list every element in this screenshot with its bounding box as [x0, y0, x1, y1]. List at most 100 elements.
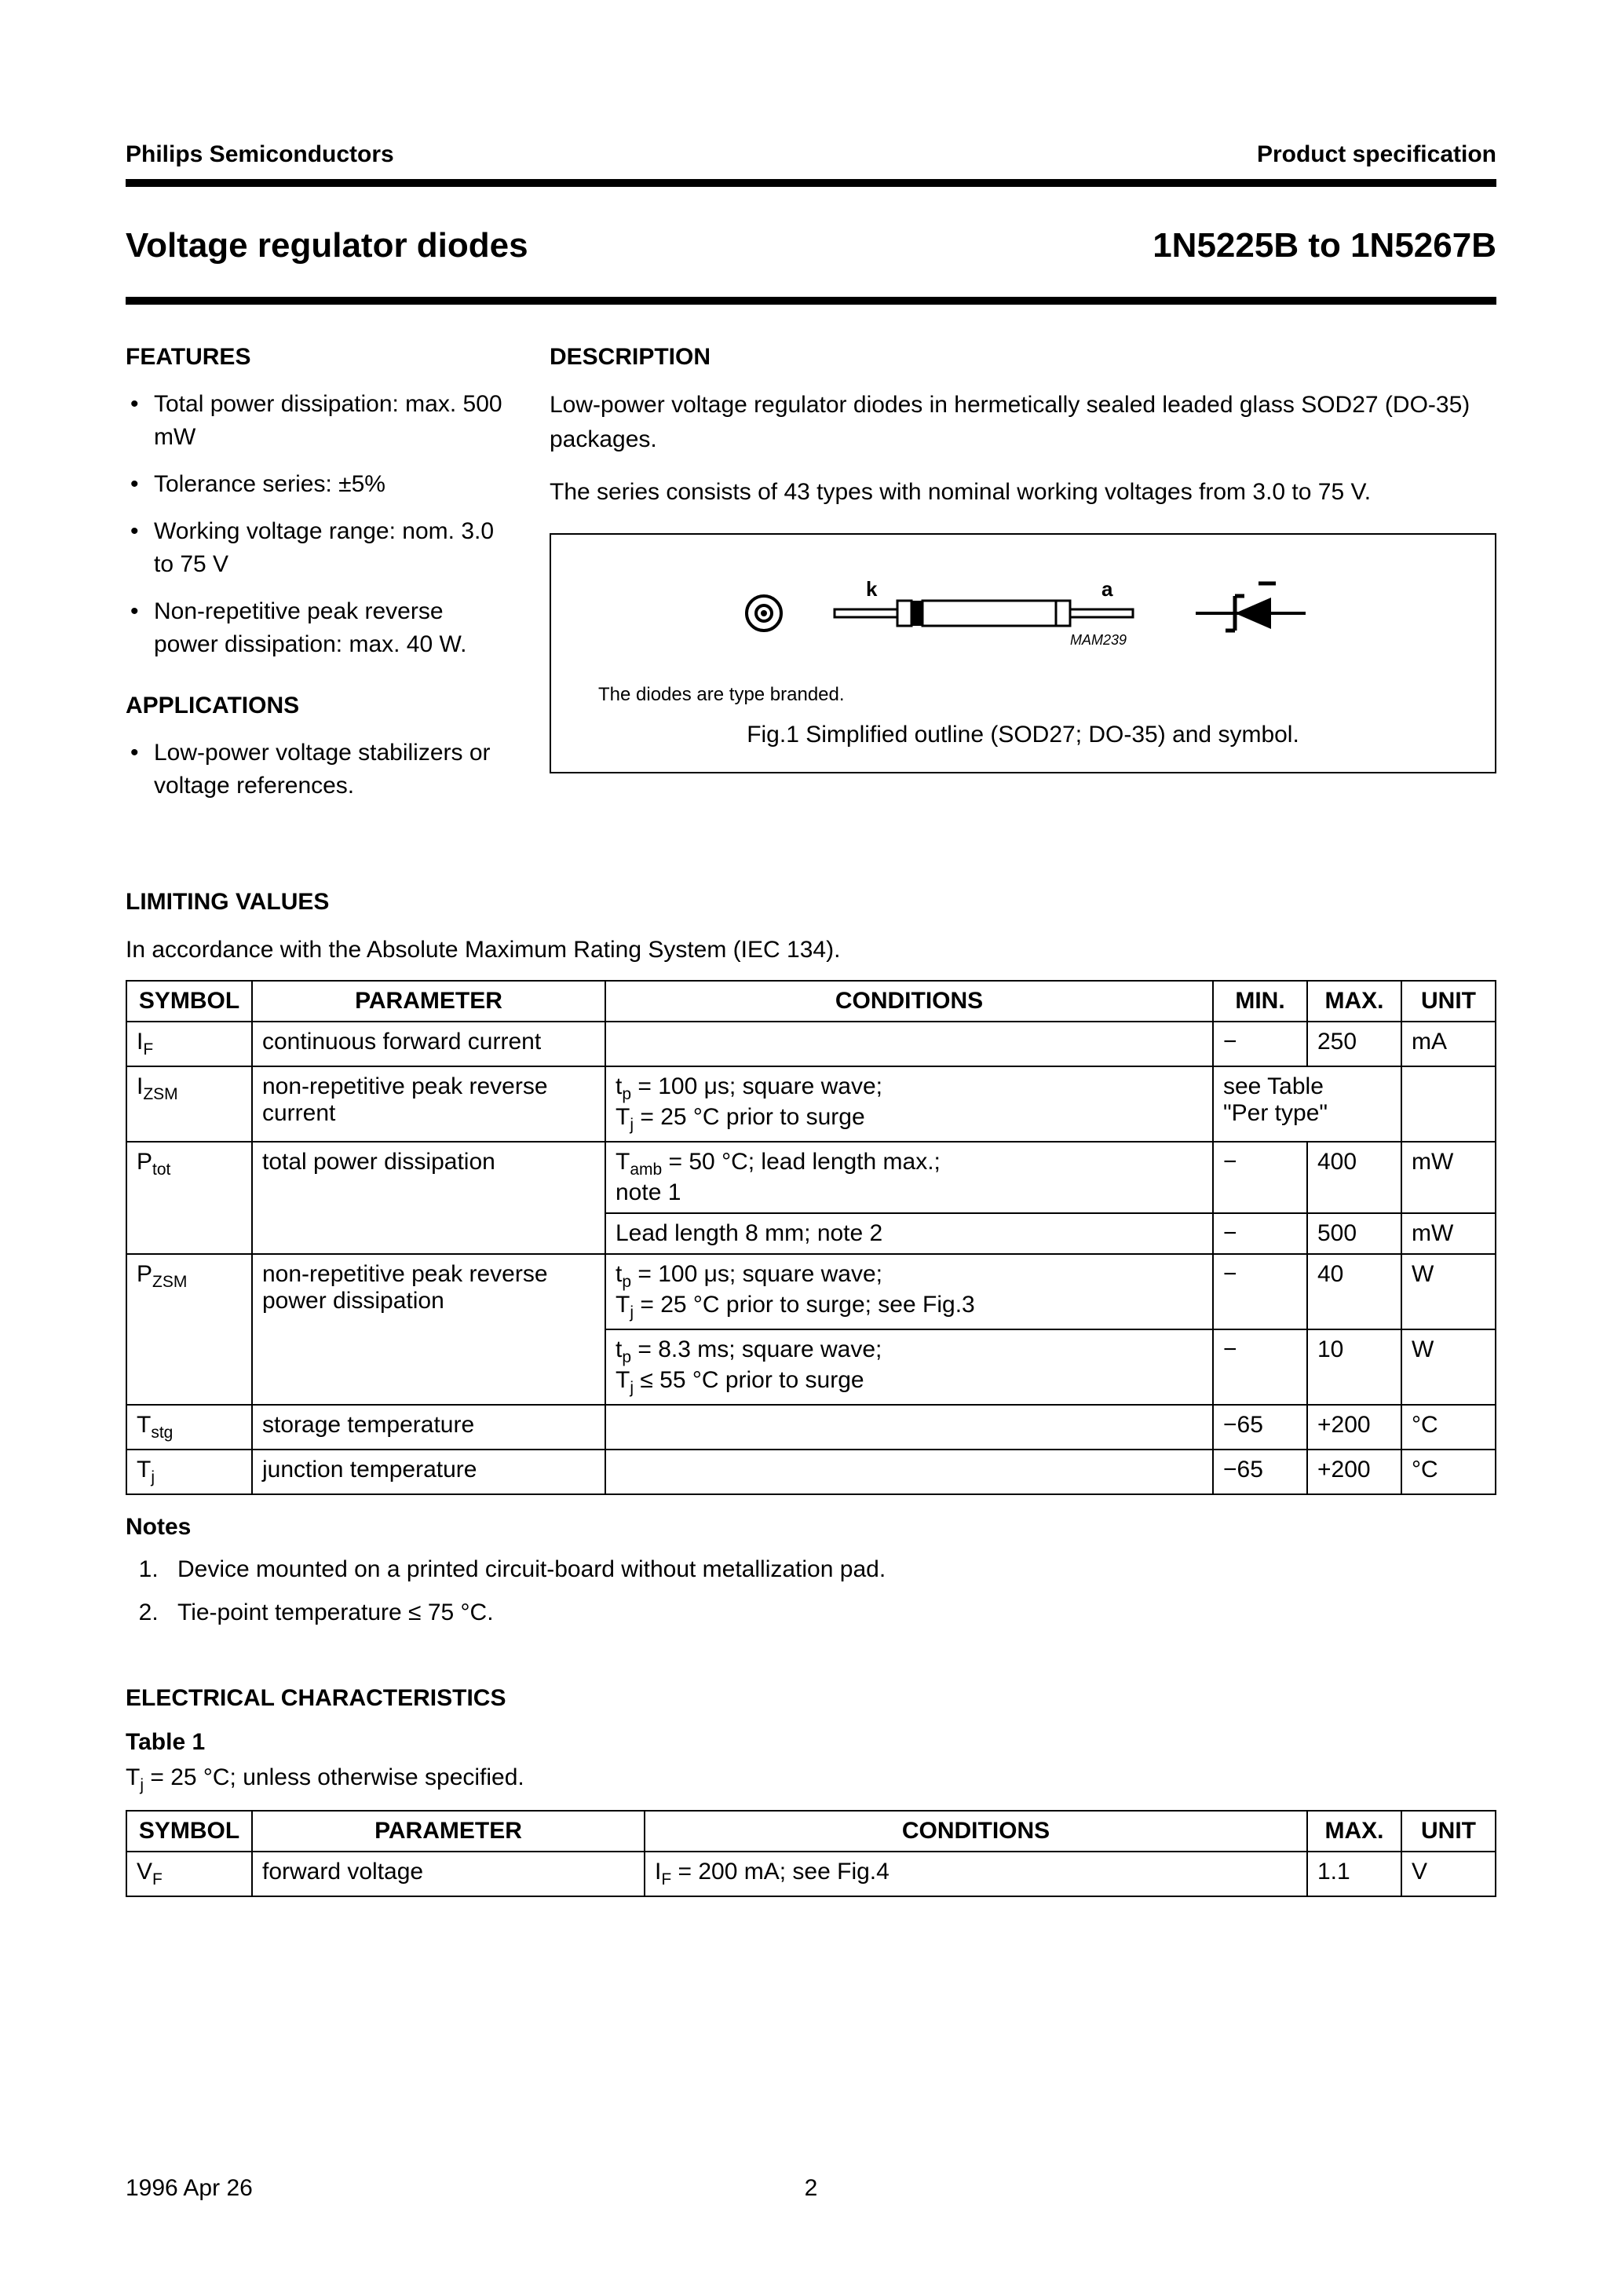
col-unit: UNIT — [1401, 1811, 1496, 1852]
rule-title — [126, 297, 1496, 305]
cell-conditions: tp = 8.3 ms; square wave;Tj ≤ 55 °C prio… — [605, 1329, 1213, 1405]
cell-symbol: Tj — [126, 1450, 252, 1494]
cell-min: − — [1213, 1329, 1307, 1405]
col-conditions: CONDITIONS — [605, 981, 1213, 1022]
cell-symbol: VF — [126, 1852, 252, 1896]
cell-unit: mW — [1401, 1142, 1496, 1213]
doc-title: Voltage regulator diodes — [126, 226, 528, 265]
table-row: Tstgstorage temperature −65+200°C — [126, 1405, 1496, 1450]
cell-parameter: total power dissipation — [252, 1142, 605, 1254]
cell-max: 10 — [1307, 1329, 1401, 1405]
notes-heading: Notes — [126, 1514, 1496, 1541]
page-header: Philips Semiconductors Product specifica… — [126, 141, 1496, 168]
table-row: PZSMnon-repetitive peak reverse power di… — [126, 1254, 1496, 1329]
description-para1: Low-power voltage regulator diodes in he… — [550, 388, 1496, 456]
description-para2: The series consists of 43 types with nom… — [550, 475, 1496, 510]
table-1-label: Table 1 — [126, 1729, 1496, 1756]
applications-list: Low-power voltage stabilizers or voltage… — [126, 737, 502, 803]
col-parameter: PARAMETER — [252, 981, 605, 1022]
feature-item: Non-repetitive peak reverse power dissip… — [126, 595, 502, 661]
header-doc-type: Product specification — [1257, 141, 1496, 168]
cell-unit — [1401, 1066, 1496, 1142]
cell-conditions: IF = 200 mA; see Fig.4 — [645, 1852, 1307, 1896]
two-column-layout: FEATURES Total power dissipation: max. 5… — [126, 344, 1496, 834]
cell-max: +200 — [1307, 1405, 1401, 1450]
table-row: IZSMnon-repetitive peak reverse currentt… — [126, 1066, 1496, 1142]
header-company: Philips Semiconductors — [126, 141, 394, 168]
cell-symbol: Tstg — [126, 1405, 252, 1450]
description-heading: DESCRIPTION — [550, 344, 1496, 371]
footer-date: 1996 Apr 26 — [126, 2175, 253, 2202]
cell-parameter: non-repetitive peak reverse power dissip… — [252, 1254, 605, 1405]
footer-page-number: 2 — [805, 2175, 818, 2202]
cell-conditions — [605, 1022, 1213, 1066]
cell-conditions: tp = 100 μs; square wave;Tj = 25 °C prio… — [605, 1254, 1213, 1329]
limiting-values-section: LIMITING VALUES In accordance with the A… — [126, 889, 1496, 1630]
figure-ref: MAM239 — [1070, 632, 1127, 648]
cell-unit: V — [1401, 1852, 1496, 1896]
cell-max: 40 — [1307, 1254, 1401, 1329]
table-row: Tjjunction temperature −65+200°C — [126, 1450, 1496, 1494]
table-header-row: SYMBOL PARAMETER CONDITIONS MAX. UNIT — [126, 1811, 1496, 1852]
cell-parameter: non-repetitive peak reverse current — [252, 1066, 605, 1142]
col-min: MIN. — [1213, 981, 1307, 1022]
cell-min: −65 — [1213, 1405, 1307, 1450]
notes-list: Device mounted on a printed circuit-boar… — [126, 1552, 1496, 1630]
cell-symbol: IZSM — [126, 1066, 252, 1142]
electrical-table: SYMBOL PARAMETER CONDITIONS MAX. UNIT VF… — [126, 1810, 1496, 1897]
application-item: Low-power voltage stabilizers or voltage… — [126, 737, 502, 803]
table-row: Ptottotal power dissipationTamb = 50 °C;… — [126, 1142, 1496, 1213]
cell-min: − — [1213, 1142, 1307, 1213]
cell-conditions: tp = 100 μs; square wave;Tj = 25 °C prio… — [605, 1066, 1213, 1142]
content: FEATURES Total power dissipation: max. 5… — [126, 344, 1496, 1897]
cell-min-max-merged: see Table"Per type" — [1213, 1066, 1401, 1142]
right-column: DESCRIPTION Low-power voltage regulator … — [550, 344, 1496, 834]
col-max: MAX. — [1307, 981, 1401, 1022]
cell-min: − — [1213, 1213, 1307, 1254]
applications-heading: APPLICATIONS — [126, 693, 502, 719]
col-conditions: CONDITIONS — [645, 1811, 1307, 1852]
cell-conditions — [605, 1450, 1213, 1494]
table-header-row: SYMBOL PARAMETER CONDITIONS MIN. MAX. UN… — [126, 981, 1496, 1022]
cell-symbol: Ptot — [126, 1142, 252, 1254]
table-row: IFcontinuous forward current−250mA — [126, 1022, 1496, 1066]
limiting-intro: In accordance with the Absolute Maximum … — [126, 933, 1496, 967]
datasheet-page: Philips Semiconductors Product specifica… — [0, 0, 1622, 2296]
cell-max: +200 — [1307, 1450, 1401, 1494]
title-row: Voltage regulator diodes 1N5225B to 1N52… — [126, 187, 1496, 297]
figure-1-box: k a MAM239 — [550, 533, 1496, 773]
note-item: Tie-point temperature ≤ 75 °C. — [165, 1595, 1496, 1630]
cell-max: 250 — [1307, 1022, 1401, 1066]
cell-min: −65 — [1213, 1450, 1307, 1494]
note-item: Device mounted on a printed circuit-boar… — [165, 1552, 1496, 1587]
rule-top — [126, 179, 1496, 187]
cell-unit: °C — [1401, 1450, 1496, 1494]
cell-conditions: Tamb = 50 °C; lead length max.;note 1 — [605, 1142, 1213, 1213]
electrical-heading: ELECTRICAL CHARACTERISTICS — [126, 1685, 1496, 1712]
package-symbol-diagram: k a MAM239 — [678, 566, 1368, 660]
cell-max: 400 — [1307, 1142, 1401, 1213]
label-a: a — [1101, 577, 1113, 601]
cell-conditions — [605, 1405, 1213, 1450]
feature-item: Tolerance series: ±5% — [126, 468, 502, 501]
cell-min: − — [1213, 1022, 1307, 1066]
feature-item: Working voltage range: nom. 3.0 to 75 V — [126, 515, 502, 581]
left-column: FEATURES Total power dissipation: max. 5… — [126, 344, 502, 834]
cell-unit: mA — [1401, 1022, 1496, 1066]
col-parameter: PARAMETER — [252, 1811, 645, 1852]
cell-conditions: Lead length 8 mm; note 2 — [605, 1213, 1213, 1254]
col-symbol: SYMBOL — [126, 1811, 252, 1852]
limiting-values-table: SYMBOL PARAMETER CONDITIONS MIN. MAX. UN… — [126, 980, 1496, 1495]
page-footer: 1996 Apr 26 2 — [126, 2175, 1496, 2202]
cell-parameter: forward voltage — [252, 1852, 645, 1896]
cell-unit: mW — [1401, 1213, 1496, 1254]
cell-parameter: continuous forward current — [252, 1022, 605, 1066]
cell-unit: °C — [1401, 1405, 1496, 1450]
col-symbol: SYMBOL — [126, 981, 252, 1022]
figure-note: The diodes are type branded. — [598, 684, 1471, 706]
electrical-condition-line: Tj = 25 °C; unless otherwise specified. — [126, 1760, 1496, 1797]
features-list: Total power dissipation: max. 500 mW Tol… — [126, 388, 502, 661]
electrical-characteristics-section: ELECTRICAL CHARACTERISTICS Table 1 Tj = … — [126, 1685, 1496, 1897]
cell-parameter: junction temperature — [252, 1450, 605, 1494]
cell-parameter: storage temperature — [252, 1405, 605, 1450]
